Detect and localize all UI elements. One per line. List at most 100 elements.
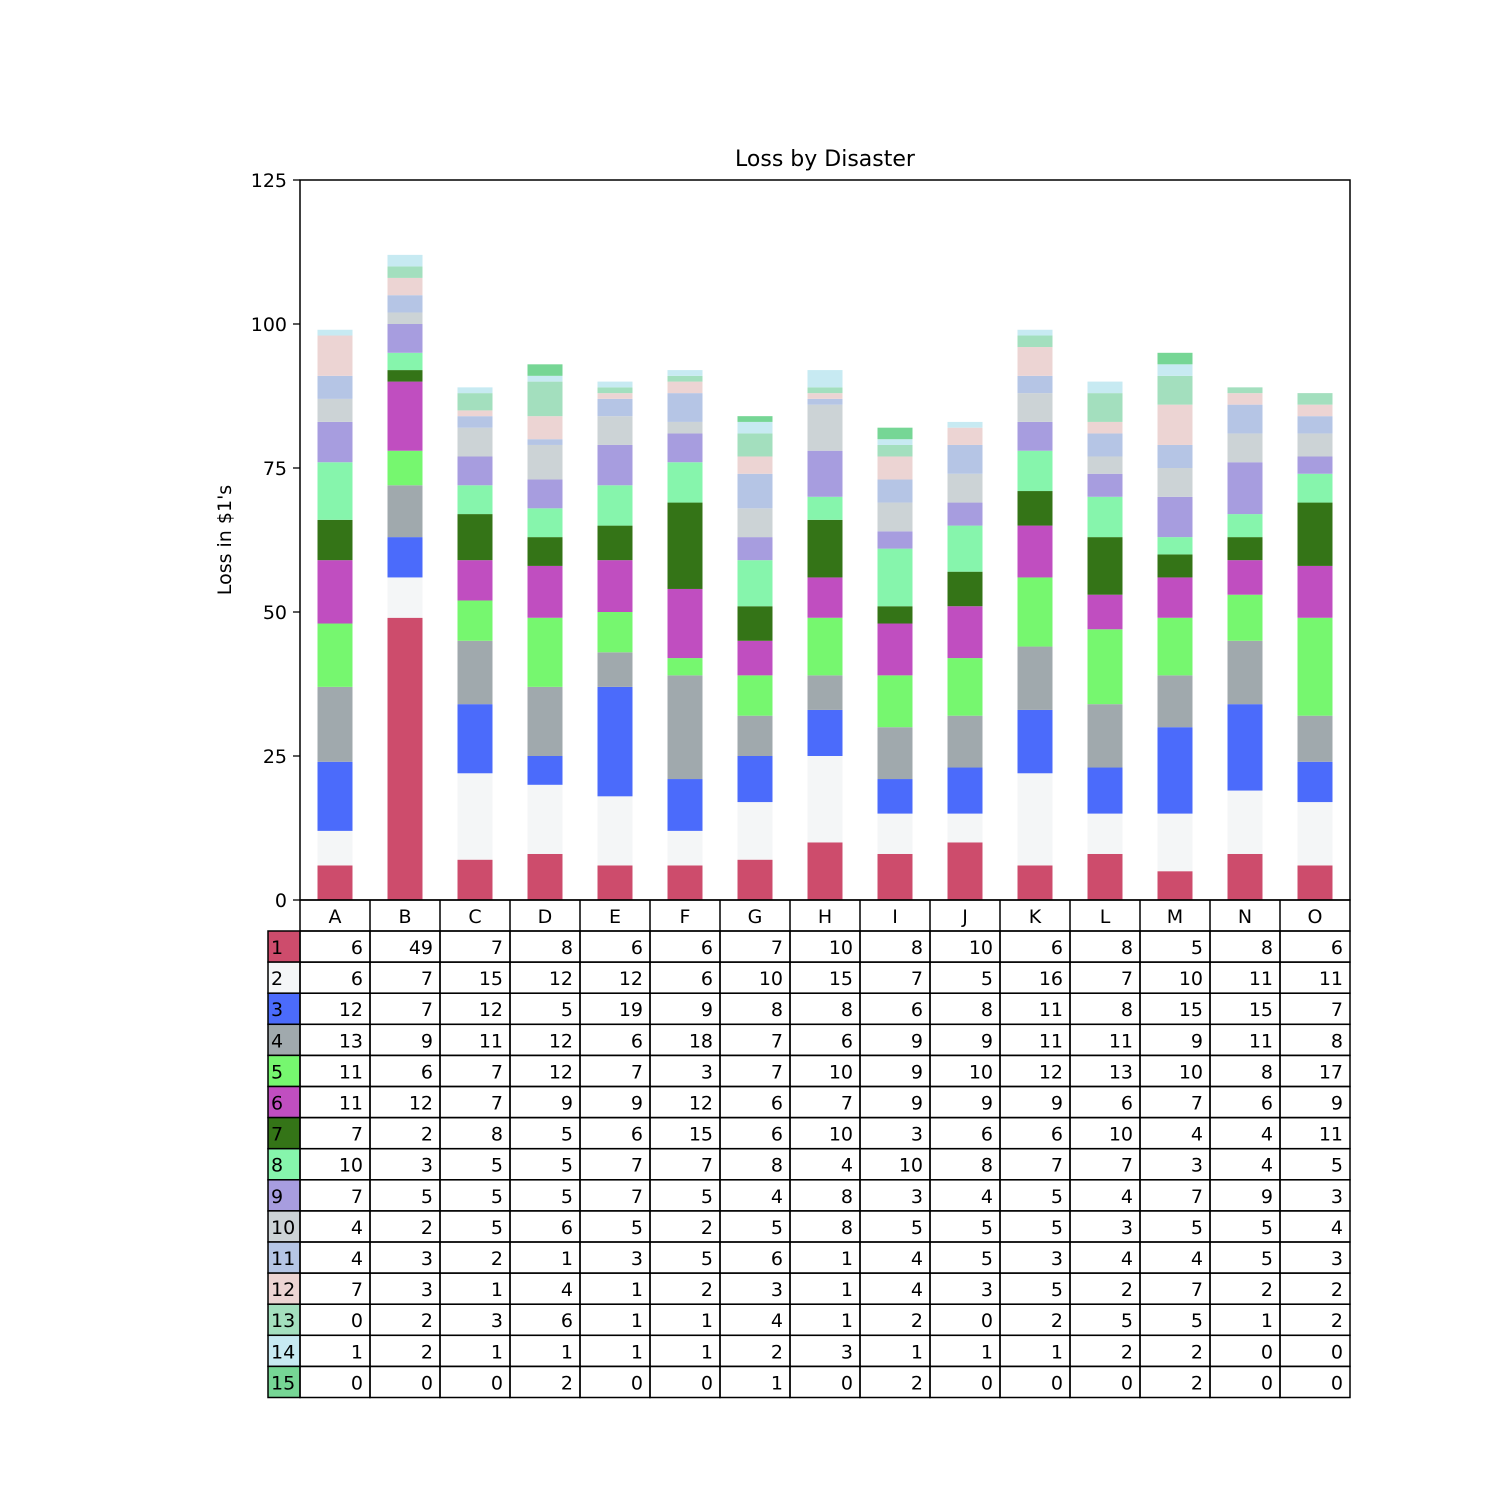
table-cell-value: 2 [911,1372,923,1394]
table-cell-value: 7 [1191,1279,1203,1301]
bar-segment-K-13 [1017,335,1053,348]
table-cell-value: 17 [1319,1061,1343,1083]
table-row-label: 15 [271,1372,295,1394]
bar-segment-N-4 [1227,640,1263,705]
table-row-label: 11 [271,1248,295,1270]
bar-segment-H-11 [807,398,843,405]
table-column-header: G [748,906,763,928]
table-cell-value: 7 [631,1186,643,1208]
bar-segment-C-11 [457,416,493,428]
bar-segment-C-10 [457,427,493,457]
bar-segment-G-6 [737,640,773,676]
table-cell-value: 6 [1051,937,1063,959]
table-column-header: O [1308,906,1323,928]
bar-segment-H-7 [807,519,843,578]
table-cell-value: 5 [631,1217,643,1239]
table-cell [1279,1365,1351,1399]
table-row-swatch-9 [267,1179,301,1212]
table-cell-value: 3 [1331,1248,1343,1270]
bar-segment-L-12 [1087,421,1123,434]
table-cell-value: 8 [1121,999,1133,1021]
table-cell-value: 5 [981,1217,993,1239]
bar-segment-H-9 [807,450,843,497]
bar-segment-F-12 [667,381,703,394]
table-cell-value: 1 [491,1279,503,1301]
bar-segment-H-14 [807,370,843,388]
bar-segment-G-12 [737,456,773,474]
bar-segment-O-8 [1297,473,1333,503]
table-cell-value: 2 [1121,1279,1133,1301]
bar-segment-I-15 [877,427,913,440]
table-cell-value: 5 [1261,1248,1273,1270]
table-cell-value: 2 [421,1217,433,1239]
table-column-header: D [538,906,553,928]
table-cell-value: 10 [829,1124,853,1146]
table-cell-value: 9 [561,1093,573,1115]
table-cell-value: 0 [351,1310,363,1332]
table-cell-value: 10 [1179,968,1203,990]
table-cell-value: 0 [1121,1372,1133,1394]
table-cell-value: 5 [561,1155,573,1177]
table-cell-value: 7 [701,1155,713,1177]
table-column-header: F [680,906,691,928]
bar-segment-B-3 [387,537,423,578]
bar-segment-F-3 [667,779,703,831]
bar-segment-H-2 [807,756,843,843]
table-cell-value: 4 [1121,1186,1133,1208]
bar-segment-L-6 [1087,594,1123,630]
bar-segment-F-10 [667,421,703,434]
bar-segment-L-9 [1087,473,1123,497]
table-cell-value: 3 [491,1310,503,1332]
bar-segment-F-9 [667,433,703,463]
table-cell-value: 5 [491,1186,503,1208]
bar-segment-O-3 [1297,761,1333,803]
bar-segment-G-10 [737,508,773,538]
bar-segment-B-7 [387,370,423,382]
bar-segment-O-10 [1297,433,1333,457]
table-cell-value: 1 [841,1310,853,1332]
table-cell-value: 7 [351,1124,363,1146]
table-cell-value: 1 [561,1341,573,1363]
bar-segment-E-4 [597,652,633,687]
bar-segment-G-9 [737,537,773,561]
table-cell-value: 2 [421,1124,433,1146]
bar-segment-C-3 [457,704,493,774]
table-cell-value: 9 [631,1093,643,1115]
table-cell-value: 9 [701,999,713,1021]
bar-segment-C-12 [457,410,493,417]
table-cell-value: 10 [899,1155,923,1177]
table-cell-value: 7 [631,1061,643,1083]
table-cell-value: 5 [421,1186,433,1208]
bar-segment-C-2 [457,773,493,860]
table-cell-value: 10 [829,937,853,959]
bar-segment-G-8 [737,560,773,607]
bar-segment-I-1 [877,853,913,900]
bar-segment-B-10 [387,312,423,324]
bar-segment-M-15 [1157,352,1193,365]
bar-segment-H-5 [807,617,843,676]
table-cell-value: 15 [479,968,503,990]
table-cell-value: 6 [701,968,713,990]
bar-segment-M-4 [1157,675,1193,728]
bar-segment-G-5 [737,675,773,716]
table-cell-value: 8 [911,937,923,959]
bar-segment-K-9 [1017,421,1053,451]
table-cell-value: 3 [1191,1155,1203,1177]
table-cell-value: 7 [1191,1093,1203,1115]
table-row-label: 12 [271,1279,295,1301]
bar-segment-C-8 [457,485,493,515]
bar-segment-F-4 [667,675,703,780]
table-cell-value: 1 [631,1341,643,1363]
table-cell-value: 9 [1191,1030,1203,1052]
bar-segment-C-9 [457,456,493,486]
bar-segment-N-13 [1227,387,1263,394]
table-cell-value: 3 [1121,1217,1133,1239]
bar-segment-E-8 [597,485,633,526]
table-cell-value: 7 [421,999,433,1021]
table-cell-value: 6 [421,1061,433,1083]
table-cell-value: 3 [421,1279,433,1301]
bar-segment-A-3 [317,761,353,831]
bar-segment-J-1 [947,842,983,900]
table-cell-value: 9 [1261,1186,1273,1208]
bar-segment-D-7 [527,537,563,566]
